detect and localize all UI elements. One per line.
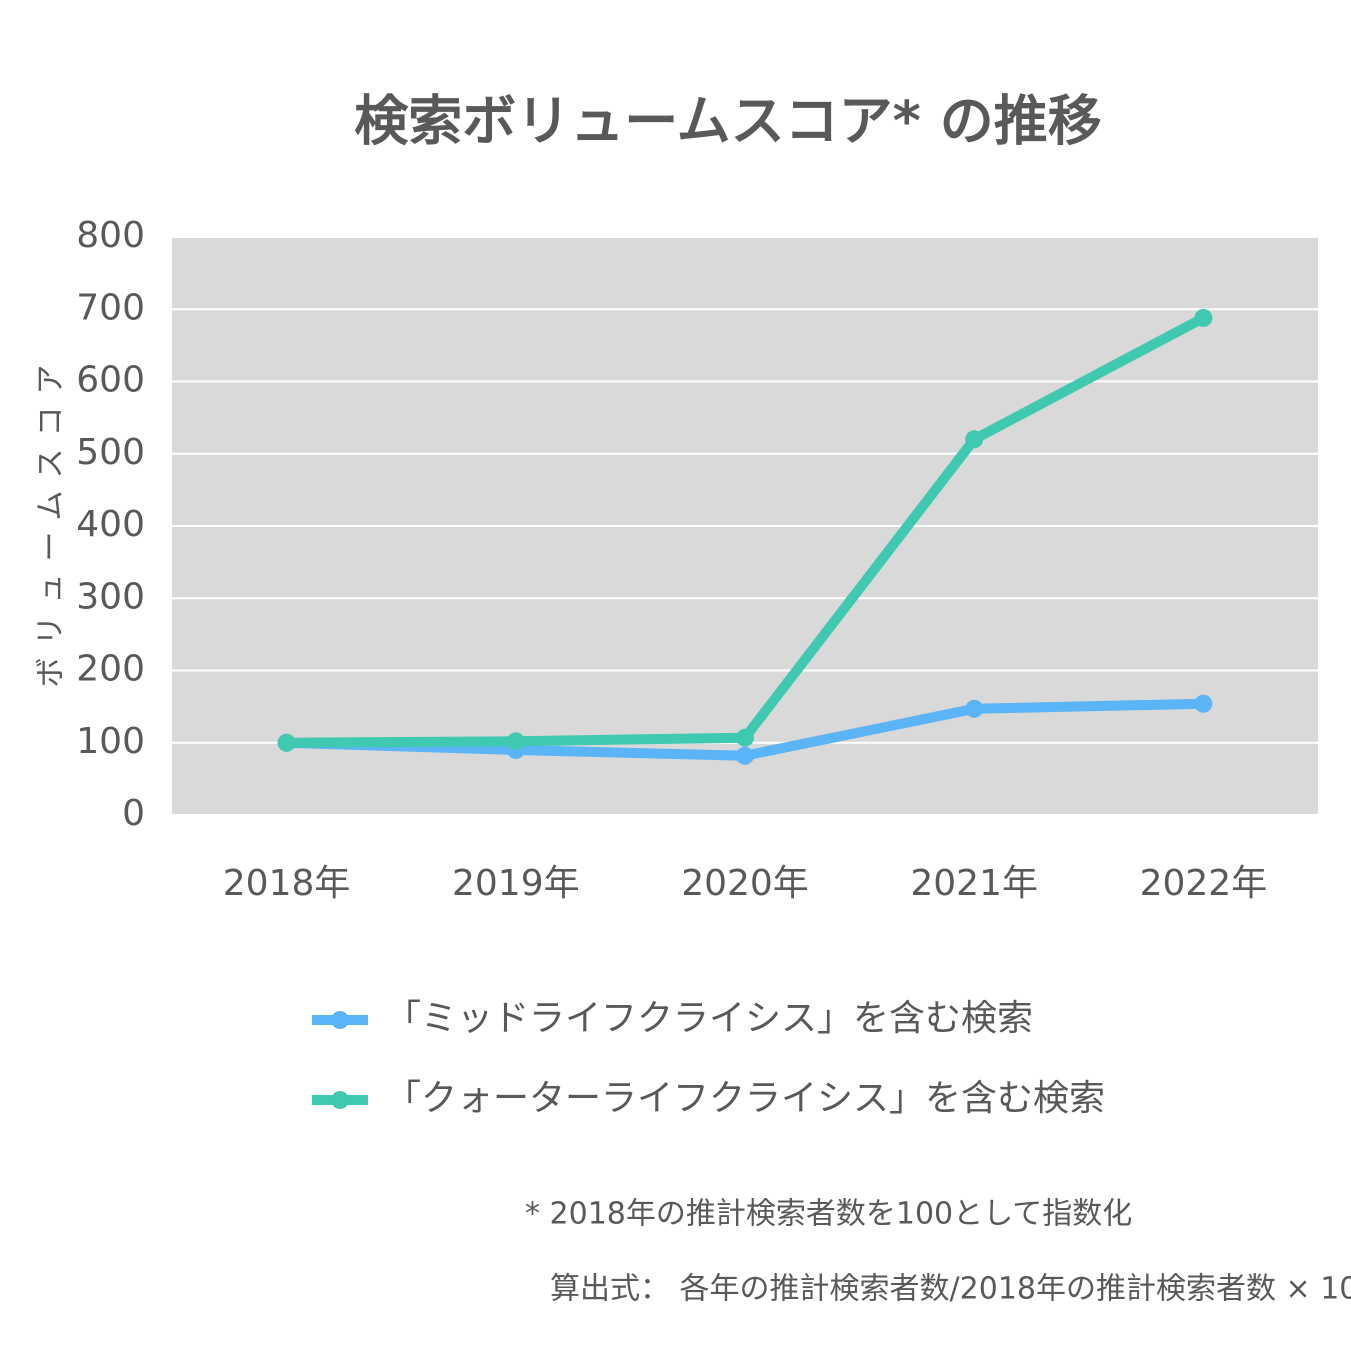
legend-label: 「クォーターライフクライシス」を含む検索 xyxy=(385,1078,1105,1119)
x-tick-label: 2019年 xyxy=(452,863,580,904)
note: 算出式： 各年の推計検索者数/2018年の推計検索者数 × 100 xyxy=(550,1272,1351,1307)
marker xyxy=(506,732,525,751)
marker xyxy=(965,430,984,449)
x-tick-label: 2018年 xyxy=(223,863,351,904)
marker xyxy=(736,728,754,747)
x-tick-label: 2021年 xyxy=(910,863,1038,904)
x-tick-label: 2022年 xyxy=(1140,863,1268,904)
y-tick-label: 100 xyxy=(76,721,145,762)
marker xyxy=(1194,308,1213,327)
y-tick-label: 700 xyxy=(76,287,145,328)
y-axis-label: ボリュームスコア xyxy=(34,352,69,687)
legend-marker xyxy=(331,1011,349,1029)
marker xyxy=(736,746,754,765)
y-tick-label: 400 xyxy=(76,504,145,545)
legend-marker xyxy=(331,1091,349,1109)
y-tick-label: 600 xyxy=(76,360,145,401)
marker xyxy=(277,733,296,752)
y-tick-label: 800 xyxy=(76,215,145,256)
y-tick-label: 300 xyxy=(76,576,145,617)
y-tick-label: 200 xyxy=(76,649,145,690)
legend-label: 「ミッドライフクライシス」を含む検索 xyxy=(385,998,1033,1039)
y-tick-label: 500 xyxy=(76,432,145,473)
x-tick-label: 2020年 xyxy=(681,863,809,904)
note: * 2018年の推計検索者数を100として指数化 xyxy=(525,1197,1132,1232)
marker xyxy=(965,699,984,718)
marker xyxy=(1194,694,1213,713)
chart-title: 検索ボリュームスコア* の推移 xyxy=(354,90,1101,153)
y-tick-label: 0 xyxy=(122,793,145,834)
